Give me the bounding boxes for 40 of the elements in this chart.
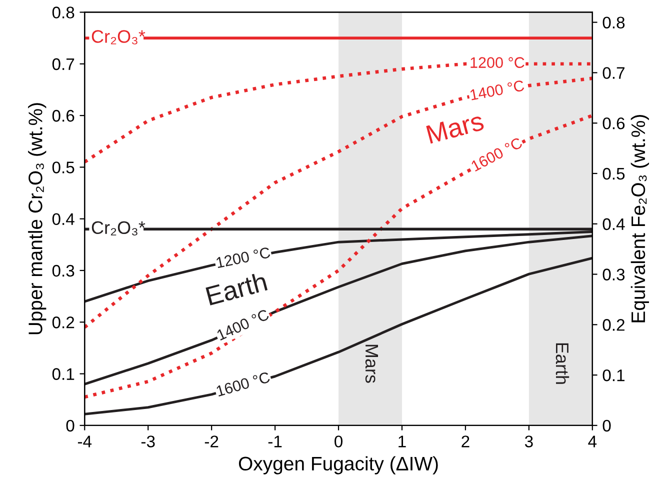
y2-tick-label: 0.2 bbox=[602, 319, 624, 331]
y-tick-label: 0.2 bbox=[52, 316, 74, 328]
x-tick-label: -3 bbox=[141, 436, 155, 448]
text: 1600 °C bbox=[216, 372, 271, 397]
x-tick-label: -4 bbox=[78, 436, 92, 448]
y2-tick-label: 0.4 bbox=[602, 218, 625, 230]
ref-line-label: Cr₂O₃* bbox=[92, 30, 146, 44]
x-tick-label: 4 bbox=[588, 436, 597, 448]
y-tick-label: 0.5 bbox=[52, 162, 74, 174]
x-tick-label: 3 bbox=[524, 436, 533, 448]
y-axis-title: Upper mantle Cr₂O₃ (wt.%) bbox=[28, 103, 46, 334]
series-label: 1200 °C bbox=[470, 57, 524, 68]
text: 1400 °C bbox=[470, 80, 525, 100]
y-tick-label: 0.6 bbox=[52, 110, 74, 122]
annotation: Earth bbox=[205, 272, 268, 306]
y2-tick-label: 0 bbox=[602, 420, 611, 432]
y2-tick-label: 0.6 bbox=[602, 117, 625, 130]
y-tick-label: 0 bbox=[66, 420, 74, 432]
x-tick-label: 1 bbox=[398, 436, 406, 448]
y2-tick-label: 0.5 bbox=[602, 168, 625, 180]
y2-tick-label: 0.3 bbox=[602, 268, 625, 280]
x-tick-label: -2 bbox=[204, 436, 218, 448]
y-tick-label: 0.8 bbox=[52, 6, 74, 18]
band-label: Earth bbox=[556, 343, 570, 384]
ref-line-label: Cr₂O₃* bbox=[92, 221, 146, 236]
y2-tick-label: 0.1 bbox=[602, 369, 624, 382]
x-tick-label: -1 bbox=[268, 436, 282, 448]
text: 1400 °C bbox=[216, 308, 270, 341]
y2-tick-label: 0.7 bbox=[602, 67, 624, 79]
x-tick-label: 0 bbox=[334, 436, 343, 448]
band-label: Mars bbox=[365, 344, 378, 383]
x-tick-label: 2 bbox=[462, 436, 470, 448]
y-tick-label: 0.3 bbox=[52, 264, 74, 277]
y-tick-label: 0.4 bbox=[52, 213, 74, 226]
y-tick-label: 0.1 bbox=[52, 368, 74, 380]
y2-axis-title: Equivalent Fe₂O₃ (wt.%) bbox=[630, 115, 649, 322]
y2-tick-label: 0.8 bbox=[602, 16, 625, 29]
x-axis-title: Oxygen Fugacity (ΔIW) bbox=[238, 456, 438, 474]
text: 1200 °C bbox=[216, 246, 271, 268]
y-tick-label: 0.7 bbox=[52, 58, 74, 70]
